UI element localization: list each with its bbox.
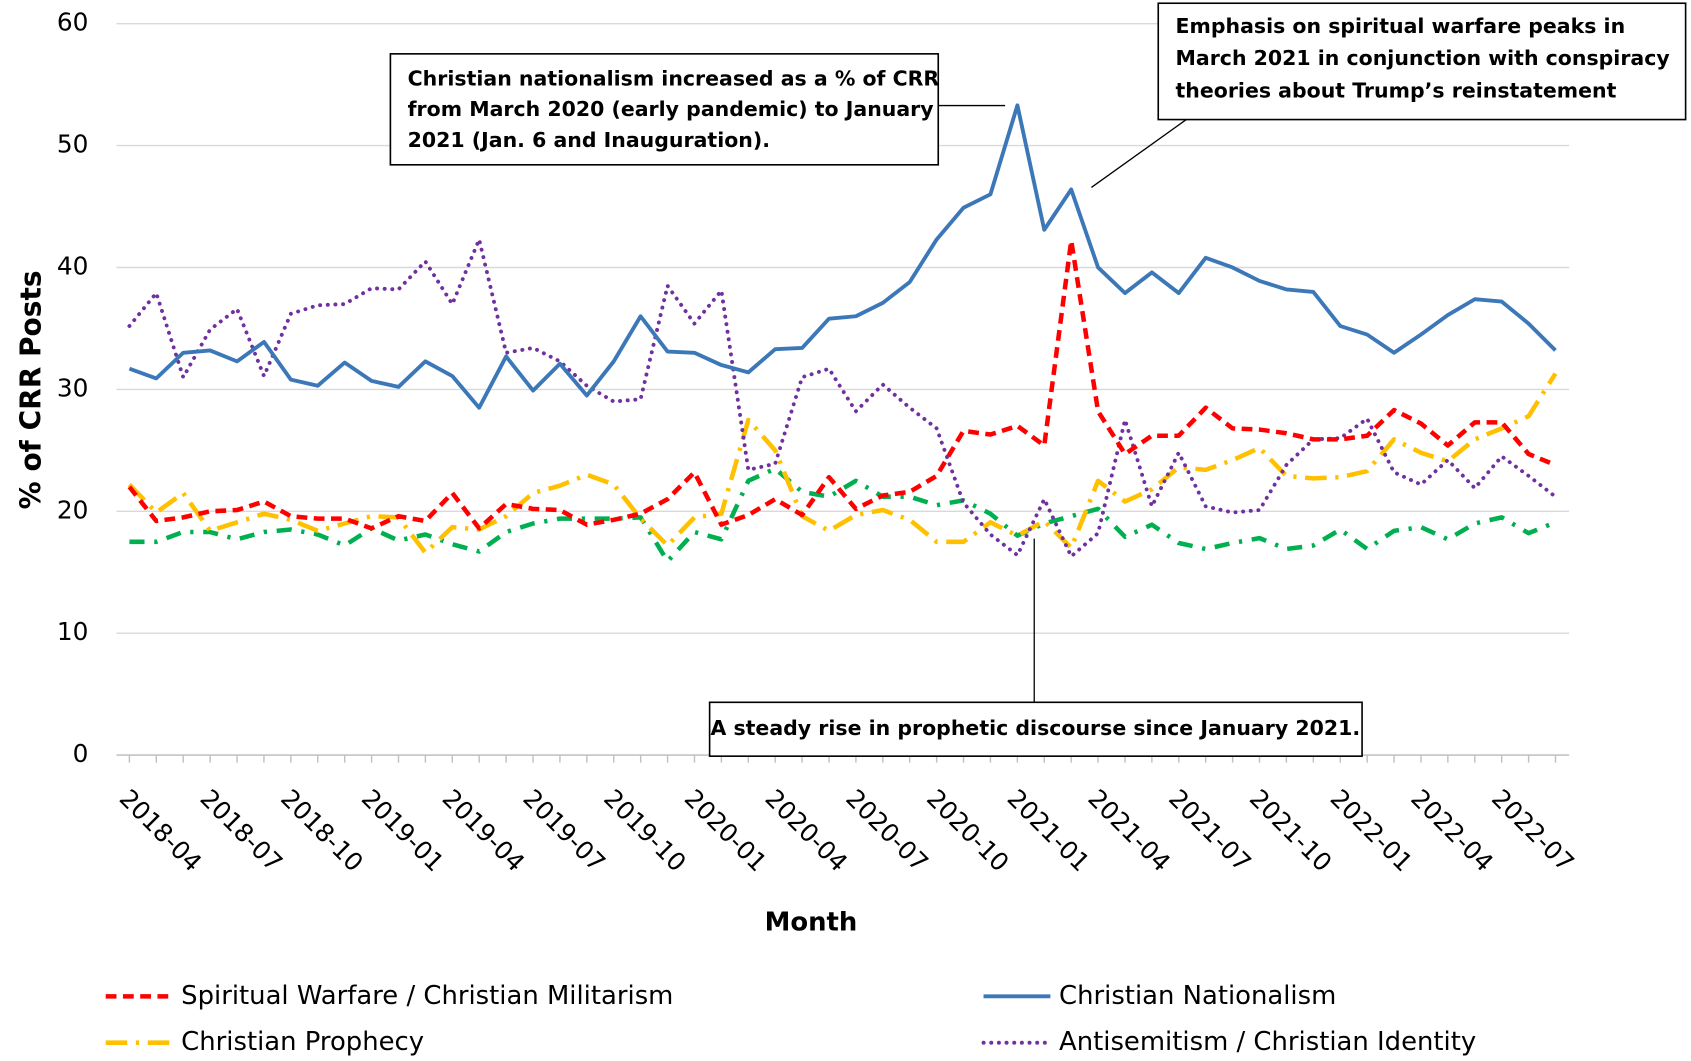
x-tick-label: 2021-04 <box>1082 784 1176 878</box>
y-tick-label: 0 <box>73 739 89 768</box>
x-tick-label: 2021-01 <box>1002 784 1096 878</box>
annotation-text: Christian nationalism increased as a % o… <box>408 67 940 91</box>
x-tick-label: 2020-10 <box>921 784 1015 878</box>
legend-label: Christian Prophecy <box>181 1027 424 1057</box>
x-tick-label: 2021-10 <box>1244 784 1338 878</box>
series-line <box>128 103 1557 410</box>
x-tick-label: 2022-07 <box>1486 784 1580 878</box>
series-line <box>127 237 1558 559</box>
legend-label: Antisemitism / Christian Identity <box>1059 1027 1476 1057</box>
x-tick-label: 2020-04 <box>760 784 854 878</box>
y-tick-label: 30 <box>57 373 89 402</box>
annotation-text: 2021 (Jan. 6 and Inauguration). <box>408 128 770 152</box>
x-tick-label: 2019-07 <box>517 784 611 878</box>
x-tick-label: 2021-07 <box>1163 784 1257 878</box>
legend-item: Christian Prophecy <box>105 1027 424 1057</box>
y-axis-title: % of CRR Posts <box>14 271 47 510</box>
x-tick-label: 2020-07 <box>840 784 934 878</box>
x-tick-label: 2018-04 <box>114 784 208 878</box>
x-tick-label: 2020-01 <box>679 784 773 878</box>
legend-label: Christian Nationalism <box>1059 981 1336 1011</box>
y-tick-label: 10 <box>57 617 89 646</box>
annotation-text: A steady rise in prophetic discourse sin… <box>710 716 1360 740</box>
series-line <box>129 466 1557 564</box>
y-tick-label: 50 <box>57 130 89 159</box>
annotation-box <box>389 53 940 166</box>
annotation-text: from March 2020 (early pandemic) to Janu… <box>408 97 934 121</box>
x-tick-label: 2022-01 <box>1325 784 1419 878</box>
annotation-connector <box>1091 119 1187 188</box>
x-tick-label: 2022-04 <box>1405 784 1499 878</box>
x-tick-label: 2019-10 <box>598 784 692 878</box>
legend-item: Christian Nationalism <box>983 981 1336 1011</box>
annotation-text: Emphasis on spiritual warfare peaks in <box>1176 14 1626 38</box>
annotation-text: March 2021 in conjunction with conspirac… <box>1176 46 1670 70</box>
annotation-box <box>1157 2 1687 121</box>
x-tick-label: 2018-07 <box>194 784 288 878</box>
legend-item: Spiritual Warfare / Christian Militarism <box>105 981 673 1011</box>
legend-item: Antisemitism / Christian Identity <box>981 1027 1476 1057</box>
legend-label: Spiritual Warfare / Christian Militarism <box>181 981 673 1011</box>
x-tick-label: 2019-01 <box>356 784 450 878</box>
annotations: Christian nationalism increased as a % o… <box>389 2 1687 757</box>
y-tick-label: 20 <box>57 495 89 524</box>
y-tick-label: 40 <box>57 252 89 281</box>
series-line <box>127 372 1558 555</box>
series-line <box>127 238 1557 531</box>
x-axis-title: Month <box>765 908 858 938</box>
x-tick-label: 2019-04 <box>437 784 531 878</box>
annotation-box <box>708 701 1363 757</box>
y-tick-label: 60 <box>57 8 89 37</box>
x-tick-label: 2018-10 <box>275 784 369 878</box>
annotation-text: theories about Trump’s reinstatement <box>1176 79 1617 103</box>
